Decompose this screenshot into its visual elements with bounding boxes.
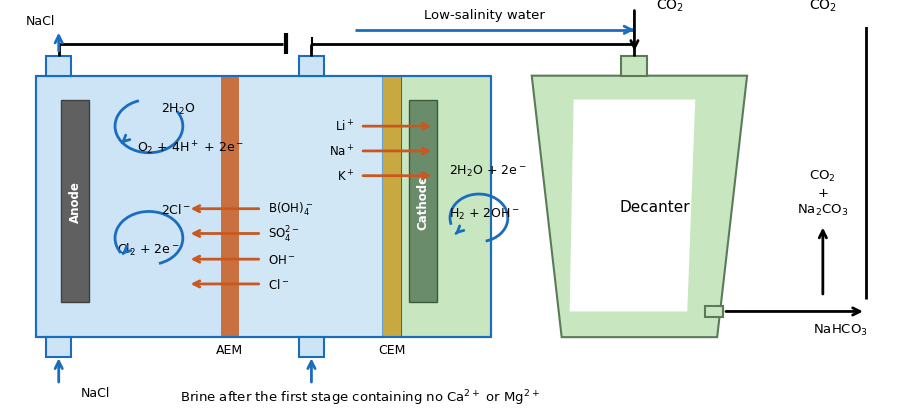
Text: OH$^-$: OH$^-$ xyxy=(267,253,295,266)
Text: Anode: Anode xyxy=(68,181,82,223)
Text: Cl$_2$ + 2e$^-$: Cl$_2$ + 2e$^-$ xyxy=(117,241,179,258)
Text: K$^+$: K$^+$ xyxy=(337,169,355,184)
Text: 2H$_2$O: 2H$_2$O xyxy=(161,102,195,117)
FancyBboxPatch shape xyxy=(36,76,383,337)
Text: CO$_2$: CO$_2$ xyxy=(809,0,837,14)
Text: Brine after the first stage containing no Ca$^{2+}$ or Mg$^{2+}$: Brine after the first stage containing n… xyxy=(180,387,540,407)
Text: 2Cl$^-$: 2Cl$^-$ xyxy=(161,202,192,216)
FancyBboxPatch shape xyxy=(401,76,491,337)
FancyBboxPatch shape xyxy=(299,337,324,357)
Text: SO$_4^{2-}$: SO$_4^{2-}$ xyxy=(267,224,300,244)
FancyBboxPatch shape xyxy=(220,76,238,337)
FancyBboxPatch shape xyxy=(238,76,383,337)
Text: Low-salinity water: Low-salinity water xyxy=(425,9,545,22)
Text: AEM: AEM xyxy=(216,343,243,356)
FancyBboxPatch shape xyxy=(383,76,401,337)
Text: Cathode: Cathode xyxy=(417,174,429,229)
Text: Decanter: Decanter xyxy=(619,200,689,214)
FancyBboxPatch shape xyxy=(410,101,437,303)
Text: Na$^+$: Na$^+$ xyxy=(328,144,355,159)
Polygon shape xyxy=(532,76,747,337)
Text: NaCl: NaCl xyxy=(26,15,56,28)
FancyBboxPatch shape xyxy=(622,56,647,76)
FancyBboxPatch shape xyxy=(299,56,324,76)
Text: CO$_2$: CO$_2$ xyxy=(656,0,684,14)
Text: NaCl: NaCl xyxy=(81,386,110,399)
Text: 2H$_2$O + 2e$^-$: 2H$_2$O + 2e$^-$ xyxy=(449,163,526,178)
Text: Li$^+$: Li$^+$ xyxy=(335,119,355,135)
Text: O$_2$ + 4H$^+$ + 2e$^-$: O$_2$ + 4H$^+$ + 2e$^-$ xyxy=(137,139,244,157)
Polygon shape xyxy=(570,100,695,312)
FancyBboxPatch shape xyxy=(61,101,89,303)
FancyBboxPatch shape xyxy=(46,337,71,357)
Text: CO$_2$
+
Na$_2$CO$_3$: CO$_2$ + Na$_2$CO$_3$ xyxy=(797,169,849,218)
Text: Cl$^-$: Cl$^-$ xyxy=(267,277,289,291)
Text: NaHCO$_3$: NaHCO$_3$ xyxy=(814,322,868,337)
Text: H$_2$ + 2OH$^-$: H$_2$ + 2OH$^-$ xyxy=(449,206,520,221)
Text: CEM: CEM xyxy=(379,343,406,356)
Text: B(OH)$_4^-$: B(OH)$_4^-$ xyxy=(267,200,312,218)
FancyBboxPatch shape xyxy=(706,306,724,317)
FancyBboxPatch shape xyxy=(46,56,71,76)
